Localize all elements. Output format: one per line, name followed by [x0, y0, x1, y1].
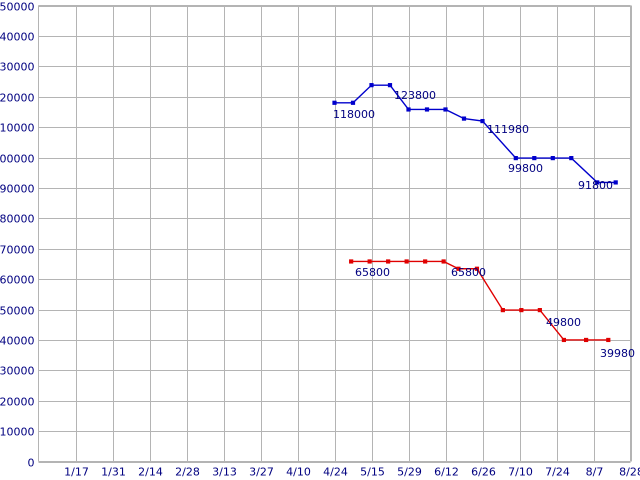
y-tick-label: 70000	[0, 244, 35, 257]
data-point-marker	[441, 259, 446, 264]
data-point-marker	[480, 118, 485, 124]
y-axis-tick-labels: 0 10000 20000 30000 40000 50000 60000 70000 8000…	[0, 1, 35, 470]
data-point-marker	[513, 156, 518, 161]
data-point-label: 99800	[508, 162, 543, 175]
y-tick-label: 110000	[0, 122, 35, 135]
y-tick-label: 60000	[0, 274, 35, 287]
data-point-marker	[386, 259, 391, 264]
data-point-marker	[584, 337, 589, 343]
data-point-marker	[406, 107, 411, 112]
x-tick-label: 5/15	[360, 466, 385, 479]
data-point-marker	[569, 156, 574, 161]
x-tick-label: 6/26	[471, 466, 496, 479]
data-point-label: 49800	[546, 316, 581, 329]
x-tick-label: 4/10	[286, 466, 311, 479]
x-tick-label: 2/14	[138, 466, 163, 479]
x-tick-label: 7/24	[545, 466, 570, 479]
series-line-red-series	[351, 260, 609, 341]
data-point-marker	[424, 107, 430, 112]
x-tick-label: 5/29	[397, 466, 422, 479]
data-point-marker	[387, 83, 393, 88]
data-point-marker	[613, 180, 618, 185]
x-axis-tick-labels: 1/17 1/31 2/14 2/28 3/13 3/27 4/10 4/24 5/15 5/29…	[64, 466, 640, 479]
data-point-marker	[369, 83, 374, 88]
x-tick-label: 2/28	[175, 466, 200, 479]
x-tick-label: 4/24	[323, 466, 348, 479]
y-tick-label: 100000	[0, 153, 35, 166]
y-tick-label: 80000	[0, 213, 35, 226]
data-point-marker	[550, 156, 555, 161]
y-tick-label: 130000	[0, 61, 35, 74]
x-tick-label: 7/10	[508, 466, 533, 479]
y-tick-label: 30000	[0, 365, 35, 378]
data-point-marker	[532, 156, 537, 161]
data-point-marker	[474, 266, 480, 271]
y-tick-label: 140000	[0, 31, 35, 44]
data-point-marker	[456, 266, 461, 271]
data-point-marker	[595, 180, 600, 185]
data-point-label: 39980	[600, 347, 635, 360]
data-point-label: 123800	[394, 89, 436, 102]
grid-layer	[38, 5, 632, 463]
data-series-layer	[332, 83, 618, 343]
data-point-label: 65800	[355, 266, 390, 279]
data-point-marker	[423, 259, 428, 264]
data-point-marker	[349, 259, 354, 264]
series-line-blue-series	[334, 84, 616, 184]
y-tick-label: 10000	[0, 426, 35, 439]
x-tick-label: 3/27	[249, 466, 274, 479]
data-point-label: 118000	[333, 108, 375, 121]
data-point-marker	[350, 100, 356, 105]
data-point-label: 111980	[487, 123, 529, 136]
x-tick-label: 3/13	[212, 466, 237, 479]
x-tick-label: 1/17	[64, 466, 89, 479]
data-point-marker	[367, 259, 372, 264]
x-tick-label: 6/12	[434, 466, 459, 479]
y-tick-label: 20000	[0, 396, 35, 409]
data-point-marker	[332, 100, 337, 105]
y-tick-label: 50000	[0, 305, 35, 318]
y-tick-label: 90000	[0, 183, 35, 196]
data-point-marker	[519, 308, 524, 313]
data-point-marker	[606, 337, 611, 343]
data-point-marker	[537, 308, 542, 313]
data-point-label: 65800	[451, 266, 486, 279]
x-tick-label: 1/31	[101, 466, 126, 479]
y-tick-label: 40000	[0, 335, 35, 348]
x-tick-label: 8/28	[619, 466, 640, 479]
data-point-marker	[461, 116, 467, 121]
y-tick-label: 0	[28, 457, 35, 470]
data-point-label: 91800	[578, 179, 613, 192]
data-point-marker	[561, 337, 566, 343]
x-tick-label: 8/7	[586, 466, 604, 479]
y-tick-label: 150000	[0, 1, 35, 14]
y-tick-label: 120000	[0, 92, 35, 105]
data-point-marker	[443, 107, 448, 112]
data-point-marker	[500, 308, 505, 313]
data-point-labels: 118000 123800 111980 99800 91800 65800 65800 49…	[333, 89, 635, 360]
data-point-marker	[404, 259, 409, 264]
